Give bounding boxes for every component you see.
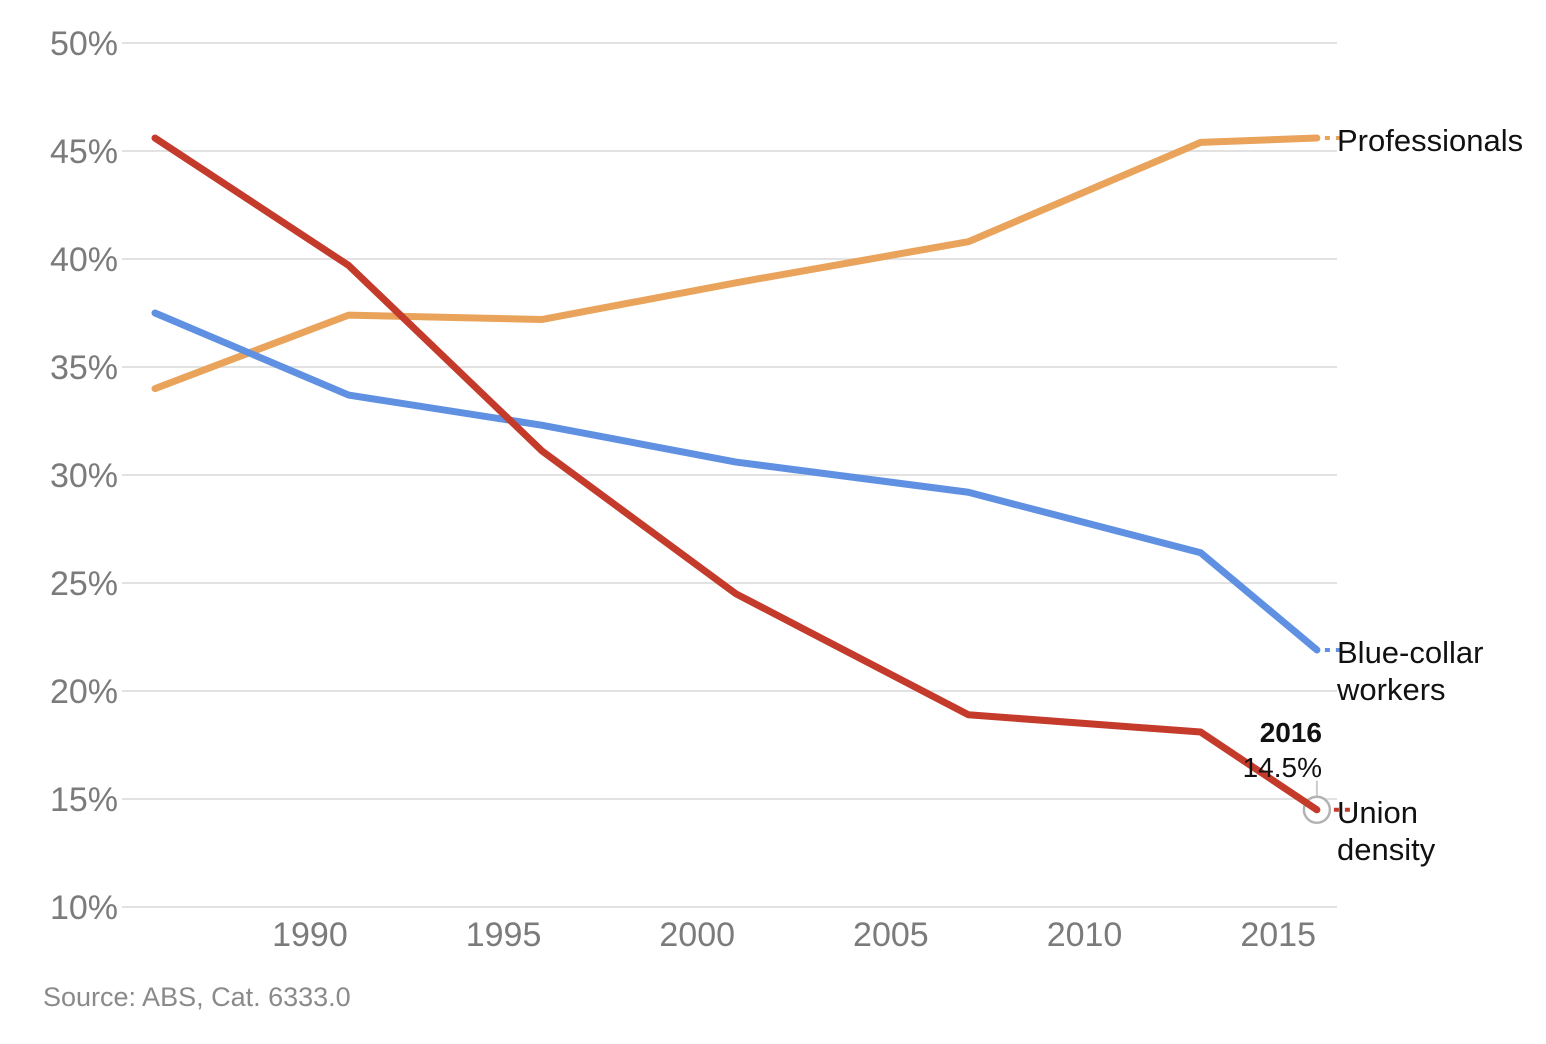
y-axis-tick-label: 25% bbox=[50, 565, 118, 603]
series-label-line: workers bbox=[1337, 672, 1446, 707]
y-axis-tick-label: 20% bbox=[50, 673, 118, 711]
annotation-value: 14.5% bbox=[1242, 752, 1322, 783]
y-axis-tick-label: 35% bbox=[50, 349, 118, 387]
end-point-annotation: 2016 14.5% bbox=[1243, 715, 1322, 785]
x-axis-tick-label: 2000 bbox=[659, 916, 735, 954]
series-label-line: Union bbox=[1337, 795, 1418, 830]
series-label-blue-collar: Blue-collar workers bbox=[1337, 634, 1483, 708]
series-line-union-density bbox=[151, 134, 1321, 814]
series-label-union-density: Union density bbox=[1337, 794, 1435, 868]
series-label-line: density bbox=[1337, 832, 1436, 867]
y-axis-tick-label: 50% bbox=[50, 25, 118, 63]
y-axis-tick-label: 40% bbox=[50, 241, 118, 279]
x-axis-tick-label: 1990 bbox=[272, 916, 348, 954]
y-axis-tick-label: 45% bbox=[50, 133, 118, 171]
series-line-professionals bbox=[151, 134, 1321, 393]
x-axis-tick-label: 2010 bbox=[1047, 916, 1123, 954]
series-label-line: Professionals bbox=[1337, 123, 1524, 158]
y-axis-tick-label: 10% bbox=[50, 889, 118, 927]
source-note: Source: ABS, Cat. 6333.0 bbox=[43, 982, 351, 1012]
y-axis-tick-label: 30% bbox=[50, 457, 118, 495]
series-label-line: Blue-collar bbox=[1337, 635, 1484, 670]
x-axis-tick-label: 2015 bbox=[1240, 916, 1316, 954]
y-axis-tick-label: 15% bbox=[50, 781, 118, 819]
series-line-blue-collar-workers bbox=[151, 309, 1321, 654]
x-axis-tick-label: 1995 bbox=[466, 916, 542, 954]
x-axis-tick-label: 2005 bbox=[853, 916, 929, 954]
series-label-professionals: Professionals bbox=[1337, 122, 1523, 159]
annotation-year: 2016 bbox=[1259, 717, 1322, 748]
